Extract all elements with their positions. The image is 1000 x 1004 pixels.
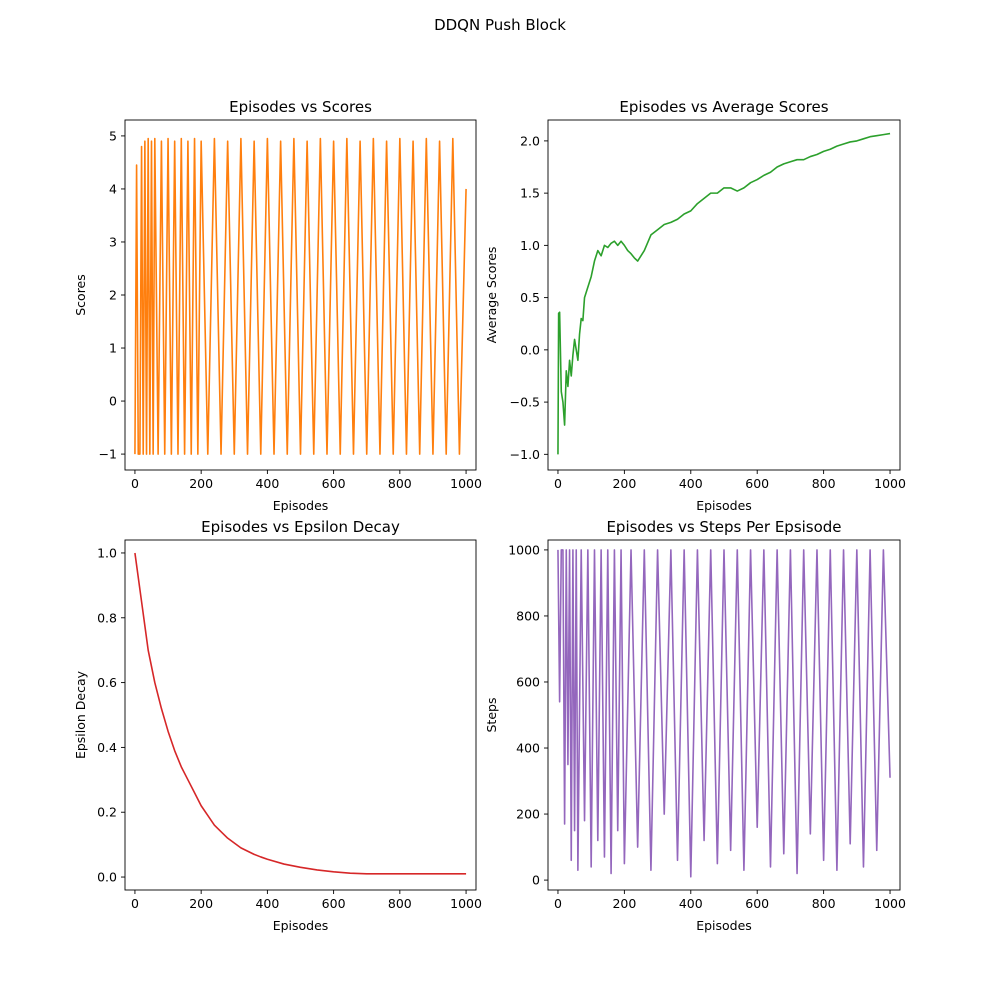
axes-frame — [547, 539, 901, 891]
chart-panel-4: 0 200 400 600 800 1000 0 200 400 600 800 1000 Episod… — [484, 518, 906, 933]
y-tick-label: 2.0 — [520, 133, 540, 148]
x-tick-label: 0 — [554, 896, 562, 911]
y-tick-label: 0.5 — [520, 290, 540, 305]
chart-title: Episodes vs Epsilon Decay — [201, 518, 400, 536]
series-line-1 — [557, 549, 891, 878]
x-tick-label: 400 — [255, 896, 279, 911]
y-tick-label: 0.6 — [97, 675, 117, 690]
x-tick-label: 400 — [679, 476, 703, 491]
x-tick-label: 600 — [322, 896, 346, 911]
y-tick-label: −1 — [99, 447, 117, 462]
x-axis-label: Episodes — [273, 918, 329, 933]
x-tick-label: 0 — [554, 476, 562, 491]
y-tick-label: 0 — [532, 873, 540, 888]
y-tick-label: 0 — [109, 394, 117, 409]
x-axis-label: Episodes — [696, 498, 752, 513]
x-tick-label: 1000 — [874, 896, 906, 911]
chart-panel-1: 0 200 400 600 800 1000 −1 0 1 2 3 4 5 Episodes vs Sco… — [73, 98, 482, 513]
y-axis-label: Steps — [484, 698, 499, 733]
x-tick-label: 800 — [812, 476, 836, 491]
chart-panel-3: 0 200 400 600 800 1000 0.0 0.2 0.4 0.6 0.8 1.0 Episo… — [73, 518, 482, 933]
y-axis-label: Scores — [73, 274, 88, 316]
y-tick-label: 600 — [516, 674, 540, 689]
y-axis-label: Average Scores — [484, 247, 499, 344]
chart-title: Episodes vs Scores — [229, 98, 372, 116]
x-tick-label: 800 — [388, 896, 412, 911]
y-tick-label: 4 — [109, 181, 117, 196]
axes-frame — [547, 119, 901, 471]
y-tick-label: 5 — [109, 128, 117, 143]
x-tick-label: 800 — [388, 476, 412, 491]
chart-panel-2: 0 200 400 600 800 1000 −1.0 −0.5 0.0 0.5 1.0 1.5 2.0… — [484, 98, 906, 513]
series-line-1 — [557, 132, 891, 455]
y-tick-label: 200 — [516, 807, 540, 822]
series-line-1 — [134, 552, 467, 875]
y-tick-label: 0.0 — [97, 870, 117, 885]
x-tick-label: 600 — [745, 476, 769, 491]
series-line-1 — [134, 137, 467, 455]
y-tick-label: 1000 — [508, 542, 540, 557]
x-tick-label: 400 — [679, 896, 703, 911]
x-tick-label: 1000 — [450, 476, 482, 491]
y-tick-label: 800 — [516, 608, 540, 623]
x-tick-label: 0 — [131, 476, 139, 491]
y-tick-label: 0.8 — [97, 610, 117, 625]
y-tick-label: 1.5 — [520, 186, 540, 201]
x-tick-label: 400 — [255, 476, 279, 491]
x-axis-label: Episodes — [696, 918, 752, 933]
axes-frame — [124, 539, 477, 891]
y-tick-label: 0.2 — [97, 805, 117, 820]
y-tick-label: −0.5 — [510, 395, 540, 410]
y-tick-label: 3 — [109, 234, 117, 249]
x-tick-label: 1000 — [450, 896, 482, 911]
x-axis-label: Episodes — [273, 498, 329, 513]
y-tick-label: 1.0 — [520, 238, 540, 253]
y-tick-label: 0.4 — [97, 740, 117, 755]
x-tick-label: 600 — [322, 476, 346, 491]
y-tick-label: −1.0 — [510, 447, 540, 462]
chart-title: Episodes vs Steps Per Epsisode — [606, 518, 841, 536]
chart-title: Episodes vs Average Scores — [619, 98, 828, 116]
y-tick-label: 1 — [109, 341, 117, 356]
x-tick-label: 800 — [812, 896, 836, 911]
x-tick-label: 1000 — [874, 476, 906, 491]
x-tick-label: 600 — [745, 896, 769, 911]
x-tick-label: 200 — [189, 896, 213, 911]
y-tick-label: 2 — [109, 288, 117, 303]
x-tick-label: 200 — [612, 476, 636, 491]
x-tick-label: 0 — [131, 896, 139, 911]
x-tick-label: 200 — [189, 476, 213, 491]
y-axis-label: Epsilon Decay — [73, 670, 88, 759]
figure-title: DDQN Push Block — [434, 16, 566, 34]
x-tick-label: 200 — [612, 896, 636, 911]
y-tick-label: 400 — [516, 741, 540, 756]
y-tick-label: 0.0 — [520, 342, 540, 357]
y-tick-label: 1.0 — [97, 545, 117, 560]
